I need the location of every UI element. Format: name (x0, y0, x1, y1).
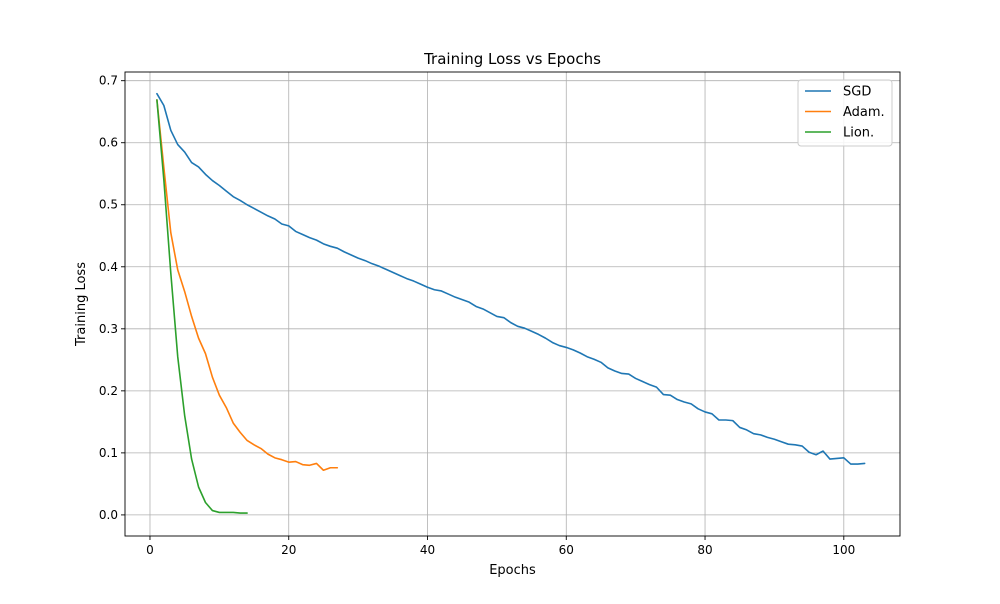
legend-box (797, 79, 893, 147)
plot-frame (124, 71, 901, 537)
x-tick-label: 0 (146, 543, 154, 557)
x-tick-label: 40 (420, 543, 435, 557)
y-tick-label: 0.4 (99, 260, 118, 274)
legend-label: Adam. (843, 105, 885, 120)
x-tick-label: 60 (559, 543, 574, 557)
series-line-lion (156, 99, 248, 514)
legend-label: SGD (843, 85, 871, 100)
y-axis-label: Training Loss (74, 262, 89, 347)
legend-label: Lion. (843, 126, 874, 141)
y-tick-label: 0.0 (99, 508, 118, 522)
y-tick-label: 0.3 (99, 322, 118, 336)
series-line-sgd (156, 92, 866, 465)
chart-title: Training Loss vs Epochs (423, 50, 601, 68)
y-tick-label: 0.7 (99, 74, 118, 88)
y-tick-label: 0.1 (99, 446, 118, 460)
x-tick-label: 100 (832, 543, 855, 557)
x-axis-label: Epochs (489, 563, 536, 578)
plot-area: 0 20 40 60 80 100 0.0 0.1 0.2 0.3 0.4 0.5 0.6 0.7 SGD A… (99, 71, 901, 557)
y-tick-label: 0.6 (99, 136, 118, 150)
x-tick-label: 20 (281, 543, 296, 557)
series-line-adam (156, 99, 339, 472)
y-tick-label: 0.2 (99, 384, 118, 398)
x-tick-label: 80 (697, 543, 712, 557)
y-tick-label: 0.5 (99, 198, 118, 212)
